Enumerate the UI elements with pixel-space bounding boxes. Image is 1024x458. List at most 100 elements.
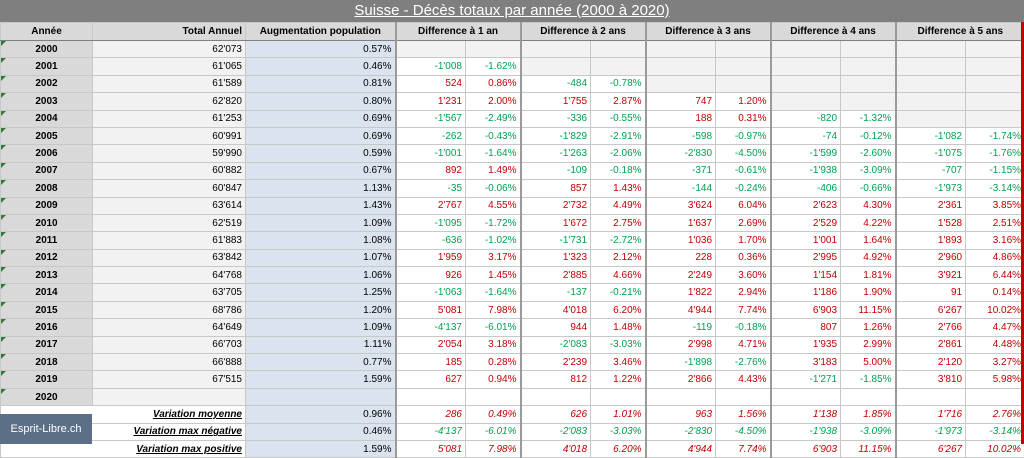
diff-2-count-cell[interactable]: -2'083 <box>521 336 591 353</box>
diff-2-percent-cell[interactable]: -2.06% <box>591 145 646 162</box>
diff-3-percent-cell[interactable]: 3.60% <box>716 267 771 284</box>
diff-4-percent-cell[interactable]: 1.90% <box>841 284 896 301</box>
diff-4-count-cell[interactable]: 2'995 <box>771 249 841 266</box>
population-cell[interactable]: 0.59% <box>246 145 396 162</box>
diff-3-count-cell[interactable]: 1'036 <box>646 232 716 249</box>
diff-2-count-cell[interactable]: -484 <box>521 75 591 92</box>
diff-5-percent-cell[interactable]: 0.14% <box>966 284 1024 301</box>
diff-5-count-cell[interactable] <box>896 110 966 127</box>
diff-2-count-cell[interactable] <box>521 41 591 58</box>
diff-5-count-cell[interactable]: 3'921 <box>896 267 966 284</box>
diff-2-count-cell[interactable]: 812 <box>521 371 591 388</box>
total-cell[interactable]: 64'649 <box>93 319 246 336</box>
year-cell[interactable]: 2004 <box>1 110 93 127</box>
diff-4-percent-cell[interactable]: 1.81% <box>841 267 896 284</box>
diff-5-count-cell[interactable] <box>896 58 966 75</box>
diff-4-count-cell[interactable]: 2'529 <box>771 214 841 231</box>
total-cell[interactable]: 63'705 <box>93 284 246 301</box>
summary-diff-2-count[interactable]: 4'018 <box>521 440 591 457</box>
diff-5-count-cell[interactable]: 2'766 <box>896 319 966 336</box>
summary-diff-1-percent[interactable]: 0.49% <box>466 406 521 423</box>
diff-5-percent-cell[interactable]: 10.02% <box>966 301 1024 318</box>
diff-4-percent-cell[interactable]: -3.09% <box>841 162 896 179</box>
year-cell[interactable]: 2015 <box>1 301 93 318</box>
diff-1-percent-cell[interactable]: 4.55% <box>466 197 521 214</box>
diff-2-count-cell[interactable]: 1'323 <box>521 249 591 266</box>
diff-2-percent-cell[interactable]: 4.66% <box>591 267 646 284</box>
diff-1-percent-cell[interactable]: 7.98% <box>466 301 521 318</box>
diff-3-percent-cell[interactable]: -2.76% <box>716 354 771 371</box>
total-cell[interactable]: 61'883 <box>93 232 246 249</box>
diff-4-count-cell[interactable]: 1'001 <box>771 232 841 249</box>
diff-5-count-cell[interactable]: 2'120 <box>896 354 966 371</box>
year-cell[interactable]: 2011 <box>1 232 93 249</box>
diff-1-percent-cell[interactable]: 3.18% <box>466 336 521 353</box>
diff-4-count-cell[interactable]: -1'599 <box>771 145 841 162</box>
summary-diff-2-count[interactable]: 626 <box>521 406 591 423</box>
total-cell[interactable]: 62'073 <box>93 41 246 58</box>
summary-diff-4-count[interactable]: -1'938 <box>771 423 841 440</box>
year-cell[interactable]: 2020 <box>1 388 93 405</box>
year-cell[interactable]: 2009 <box>1 197 93 214</box>
diff-3-percent-cell[interactable]: -0.18% <box>716 319 771 336</box>
diff-5-count-cell[interactable]: 6'267 <box>896 301 966 318</box>
diff-1-percent-cell[interactable]: 1.45% <box>466 267 521 284</box>
diff-1-count-cell[interactable]: 627 <box>396 371 466 388</box>
diff-3-percent-cell[interactable]: 4.71% <box>716 336 771 353</box>
diff-2-count-cell[interactable]: -1'829 <box>521 127 591 144</box>
diff-1-count-cell[interactable]: -4'137 <box>396 319 466 336</box>
diff-1-percent-cell[interactable]: 0.94% <box>466 371 521 388</box>
diff-5-percent-cell[interactable] <box>966 93 1024 110</box>
diff-2-count-cell[interactable]: -1'731 <box>521 232 591 249</box>
diff-3-count-cell[interactable]: 1'637 <box>646 214 716 231</box>
summary-diff-4-percent[interactable]: 11.15% <box>841 440 896 457</box>
diff-2-percent-cell[interactable]: 1.43% <box>591 180 646 197</box>
total-cell[interactable]: 63'842 <box>93 249 246 266</box>
year-cell[interactable]: 2012 <box>1 249 93 266</box>
diff-3-count-cell[interactable]: 3'624 <box>646 197 716 214</box>
diff-4-percent-cell[interactable]: 11.15% <box>841 301 896 318</box>
total-cell[interactable]: 62'820 <box>93 93 246 110</box>
diff-2-count-cell[interactable] <box>521 388 591 405</box>
diff-1-percent-cell[interactable]: -1.64% <box>466 145 521 162</box>
total-cell[interactable]: 60'847 <box>93 180 246 197</box>
diff-1-percent-cell[interactable]: -0.06% <box>466 180 521 197</box>
diff-4-count-cell[interactable]: 1'154 <box>771 267 841 284</box>
diff-2-percent-cell[interactable]: -0.55% <box>591 110 646 127</box>
diff-4-count-cell[interactable]: 3'183 <box>771 354 841 371</box>
diff-3-percent-cell[interactable] <box>716 75 771 92</box>
diff-4-count-cell[interactable] <box>771 75 841 92</box>
summary-population-cell[interactable]: 0.96% <box>246 406 396 423</box>
diff-4-percent-cell[interactable] <box>841 41 896 58</box>
diff-1-count-cell[interactable]: 1'231 <box>396 93 466 110</box>
summary-diff-4-percent[interactable]: -3.09% <box>841 423 896 440</box>
year-cell[interactable]: 2013 <box>1 267 93 284</box>
diff-2-count-cell[interactable]: 2'885 <box>521 267 591 284</box>
header-diff-3[interactable]: Difference à 3 ans <box>646 23 771 41</box>
header-total[interactable]: Total Annuel <box>93 23 246 41</box>
diff-3-count-cell[interactable] <box>646 41 716 58</box>
diff-3-percent-cell[interactable]: 0.31% <box>716 110 771 127</box>
diff-1-count-cell[interactable]: 1'959 <box>396 249 466 266</box>
diff-2-percent-cell[interactable] <box>591 388 646 405</box>
summary-diff-5-count[interactable]: -1'973 <box>896 423 966 440</box>
diff-4-percent-cell[interactable]: 5.00% <box>841 354 896 371</box>
diff-2-percent-cell[interactable]: -0.78% <box>591 75 646 92</box>
population-cell[interactable]: 0.67% <box>246 162 396 179</box>
summary-diff-3-percent[interactable]: 7.74% <box>716 440 771 457</box>
diff-3-percent-cell[interactable] <box>716 58 771 75</box>
diff-3-count-cell[interactable]: 228 <box>646 249 716 266</box>
diff-3-percent-cell[interactable]: 6.04% <box>716 197 771 214</box>
diff-5-percent-cell[interactable]: 5.98% <box>966 371 1024 388</box>
diff-2-percent-cell[interactable]: 3.46% <box>591 354 646 371</box>
population-cell[interactable]: 0.81% <box>246 75 396 92</box>
summary-diff-4-count[interactable]: 1'138 <box>771 406 841 423</box>
diff-4-percent-cell[interactable] <box>841 58 896 75</box>
diff-5-count-cell[interactable]: 2'960 <box>896 249 966 266</box>
diff-4-percent-cell[interactable]: 4.22% <box>841 214 896 231</box>
diff-3-count-cell[interactable] <box>646 58 716 75</box>
diff-3-count-cell[interactable] <box>646 388 716 405</box>
header-diff-5[interactable]: Difference à 5 ans <box>896 23 1024 41</box>
diff-2-percent-cell[interactable]: -2.91% <box>591 127 646 144</box>
diff-5-count-cell[interactable] <box>896 75 966 92</box>
